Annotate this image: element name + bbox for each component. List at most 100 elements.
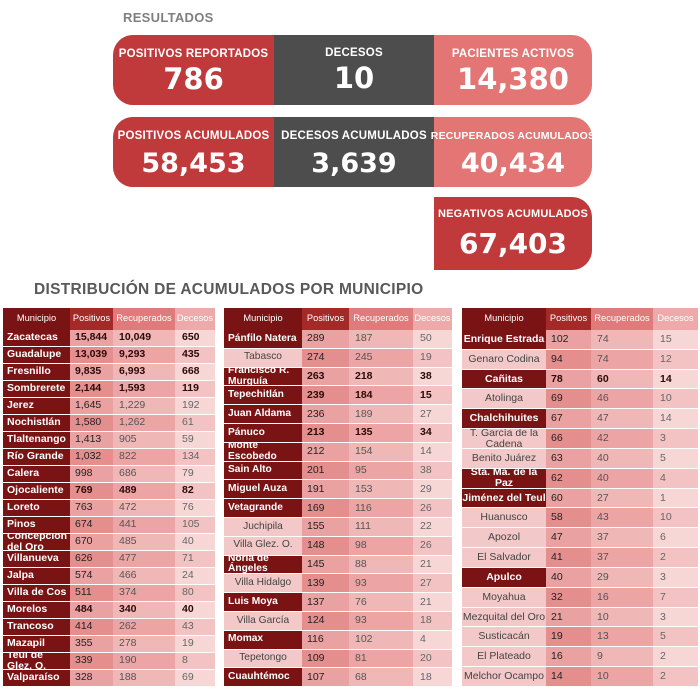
table-row: Apulco 40 29 3 — [462, 567, 698, 588]
municipio-cell: Luis Moya — [224, 593, 302, 611]
resultados-title: RESULTADOS — [123, 10, 214, 25]
decesos-cell: 6 — [653, 528, 698, 548]
recuperados-cell: 10 — [591, 667, 653, 686]
table-row: Benito Juárez 63 40 5 — [462, 448, 698, 469]
municipio-cell: Sta. Ma. de la Paz — [462, 468, 546, 488]
table-row: Villa Hidalgo 139 93 27 — [224, 574, 452, 594]
recuperados-cell: 40 — [591, 468, 653, 488]
decesos-cell: 14 — [653, 369, 698, 389]
positivos-cell: 137 — [302, 593, 349, 611]
municipio-cell: Guadalupe — [3, 347, 70, 363]
decesos-cell: 22 — [413, 517, 452, 536]
table-row: Atolinga 69 46 10 — [462, 389, 698, 410]
decesos-cell: 192 — [175, 398, 215, 414]
positivos-cell: 14 — [546, 667, 591, 686]
positivos-cell: 511 — [70, 585, 113, 601]
decesos-cell: 21 — [413, 555, 452, 574]
decesos-cell: 2 — [653, 548, 698, 567]
municipio-cell: Mezquital del Oro — [462, 607, 546, 627]
positivos-cell: 66 — [546, 429, 591, 448]
municipio-cell: Apulco — [462, 567, 546, 587]
recuperados-cell: 37 — [591, 528, 653, 548]
positivos-cell: 213 — [302, 423, 349, 442]
table-row: Juchipila 155 111 22 — [224, 517, 452, 537]
card-label: DECESOS — [325, 47, 383, 59]
recuperados-cell: 441 — [113, 517, 175, 533]
recuperados-cell: 98 — [349, 536, 413, 555]
recuperados-cell: 1,593 — [113, 381, 175, 397]
municipio-cell: El Salvador — [462, 548, 546, 567]
table-row: Concepción del Oro 670 485 40 — [3, 534, 215, 551]
positivos-cell: 69 — [546, 389, 591, 409]
municipio-cell: Atolinga — [462, 389, 546, 409]
recuperados-cell: 9 — [591, 647, 653, 667]
card-label: PACIENTES ACTIVOS — [451, 48, 575, 60]
table-row: Sain Alto 201 95 38 — [224, 461, 452, 481]
recuperados-cell: 10,049 — [113, 330, 175, 346]
municipio-cell: Pánfilo Natera — [224, 330, 302, 348]
distribucion-title: DISTRIBUCIÓN DE ACUMULADOS POR MUNICIPIO — [34, 281, 424, 298]
municipio-cell: Fresnillo — [3, 364, 70, 380]
table-header: Municipio Positivos Recuperados Decesos — [224, 308, 452, 330]
recuperados-cell: 74 — [591, 349, 653, 369]
header-recuperados: Recuperados — [591, 308, 653, 330]
municipio-cell: Tepetongo — [224, 649, 302, 668]
table-row: Tepechitlán 239 184 15 — [224, 386, 452, 406]
decesos-cell: 15 — [653, 330, 698, 349]
recuperados-cell: 278 — [113, 636, 175, 652]
table-row: Trancoso 414 262 43 — [3, 619, 215, 636]
decesos-cell: 38 — [413, 461, 452, 480]
decesos-cell: 29 — [413, 480, 452, 499]
positivos-cell: 236 — [302, 405, 349, 423]
decesos-cell: 4 — [413, 630, 452, 649]
recuperados-cell: 905 — [113, 432, 175, 448]
municipio-cell: Villa Hidalgo — [224, 574, 302, 593]
municipio-cell: Tepechitlán — [224, 386, 302, 405]
positivos-cell: 263 — [302, 367, 349, 386]
municipio-cell: Juchipila — [224, 517, 302, 536]
recuperados-cell: 466 — [113, 568, 175, 584]
recuperados-cell: 153 — [349, 480, 413, 499]
positivos-cell: 58 — [546, 508, 591, 528]
recuperados-cell: 43 — [591, 508, 653, 528]
recuperados-cell: 116 — [349, 499, 413, 517]
recuperados-cell: 93 — [349, 611, 413, 630]
municipio-cell: Benito Juárez — [462, 448, 546, 468]
decesos-cell: 105 — [175, 517, 215, 533]
table-row: Susticacán 19 13 5 — [462, 627, 698, 648]
recuperados-cell: 472 — [113, 500, 175, 516]
card-label: POSITIVOS REPORTADOS — [118, 48, 269, 60]
municipio-cell: Noria de Ángeles — [224, 555, 302, 574]
municipio-cell: Mazapil — [3, 636, 70, 652]
positivos-cell: 94 — [546, 349, 591, 369]
header-municipio: Municipio — [224, 308, 302, 330]
municipio-cell: Villanueva — [3, 551, 70, 567]
decesos-cell: 76 — [175, 500, 215, 516]
positivos-cell: 763 — [70, 500, 113, 516]
header-municipio: Municipio — [3, 308, 70, 330]
decesos-cell: 15 — [413, 386, 452, 405]
decesos-cell: 668 — [175, 364, 215, 380]
decesos-cell: 14 — [413, 442, 452, 461]
positivos-cell: 15,844 — [70, 330, 113, 346]
decesos-cell: 650 — [175, 330, 215, 346]
positivos-cell: 32 — [546, 587, 591, 607]
header-recuperados: Recuperados — [349, 308, 413, 330]
positivos-acumulados-card: POSITIVOS ACUMULADOS 58,453 — [113, 117, 274, 187]
positivos-cell: 21 — [546, 607, 591, 627]
decesos-cell: 19 — [413, 348, 452, 367]
recuperados-cell: 489 — [113, 483, 175, 499]
recuperados-cell: 190 — [113, 653, 175, 669]
positivos-cell: 626 — [70, 551, 113, 567]
table-row: Villanueva 626 477 71 — [3, 551, 215, 568]
decesos-cell: 38 — [413, 367, 452, 386]
positivos-cell: 41 — [546, 548, 591, 567]
positivos-cell: 155 — [302, 517, 349, 536]
positivos-cell: 998 — [70, 466, 113, 482]
positivos-cell: 67 — [546, 409, 591, 429]
recuperados-cell: 187 — [349, 330, 413, 348]
decesos-cell: 26 — [413, 536, 452, 555]
recuperados-cell: 1,229 — [113, 398, 175, 414]
positivos-cell: 116 — [302, 630, 349, 649]
recuperados-cell: 40 — [591, 448, 653, 468]
